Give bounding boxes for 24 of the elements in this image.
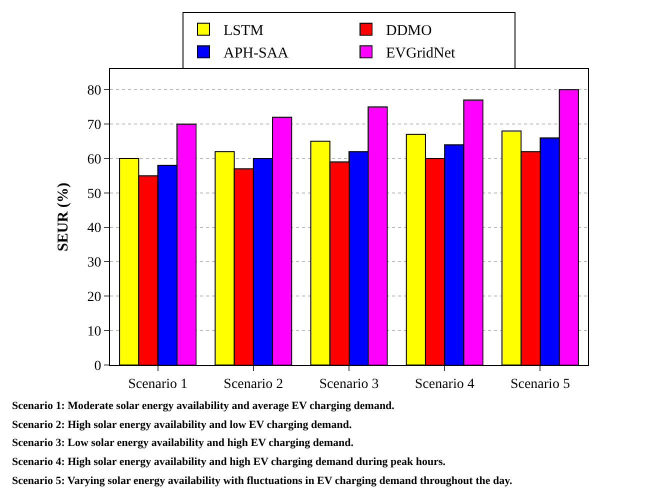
- legend-label: APH-SAA: [224, 46, 289, 62]
- y-axis-title: SEUR (%): [55, 182, 72, 252]
- text: Scenario 1: Moderate solar energy availability and average EV charging demand.: [12, 400, 395, 412]
- text: Scenario 5: Varying solar energy availability with fluctuations in EV charging demand throughout the day.: [12, 475, 513, 487]
- legend-label: DDMO: [386, 23, 432, 40]
- text: Scenario 4: High solar energy availability and high EV charging demand during peak hours.: [12, 456, 446, 468]
- y-tick-label: 0: [94, 358, 102, 374]
- y-tick-label: 20: [87, 290, 102, 306]
- text: Scenario 2: High solar energy availability and low EV charging demand.: [12, 419, 352, 431]
- x-tick-label: Scenario 1: [128, 376, 188, 392]
- y-tick-label: 50: [87, 186, 102, 202]
- legend-label: EVGridNet: [386, 46, 456, 62]
- x-tick-label: Scenario 2: [224, 376, 284, 392]
- y-tick-label: 60: [87, 152, 102, 168]
- x-tick-label: Scenario 5: [510, 376, 570, 392]
- x-tick-label: Scenario 4: [414, 376, 474, 392]
- legend-label: LSTM: [224, 23, 264, 40]
- y-tick-label: 30: [87, 256, 102, 271]
- y-tick-label: 70: [87, 118, 102, 133]
- x-tick-label: Scenario 3: [319, 376, 379, 392]
- y-tick-label: 10: [87, 324, 102, 340]
- y-tick-label: 80: [87, 84, 102, 99]
- y-tick-label: 40: [87, 221, 102, 236]
- text: Scenario 3: Low solar energy availability and high EV charging demand.: [12, 437, 354, 449]
